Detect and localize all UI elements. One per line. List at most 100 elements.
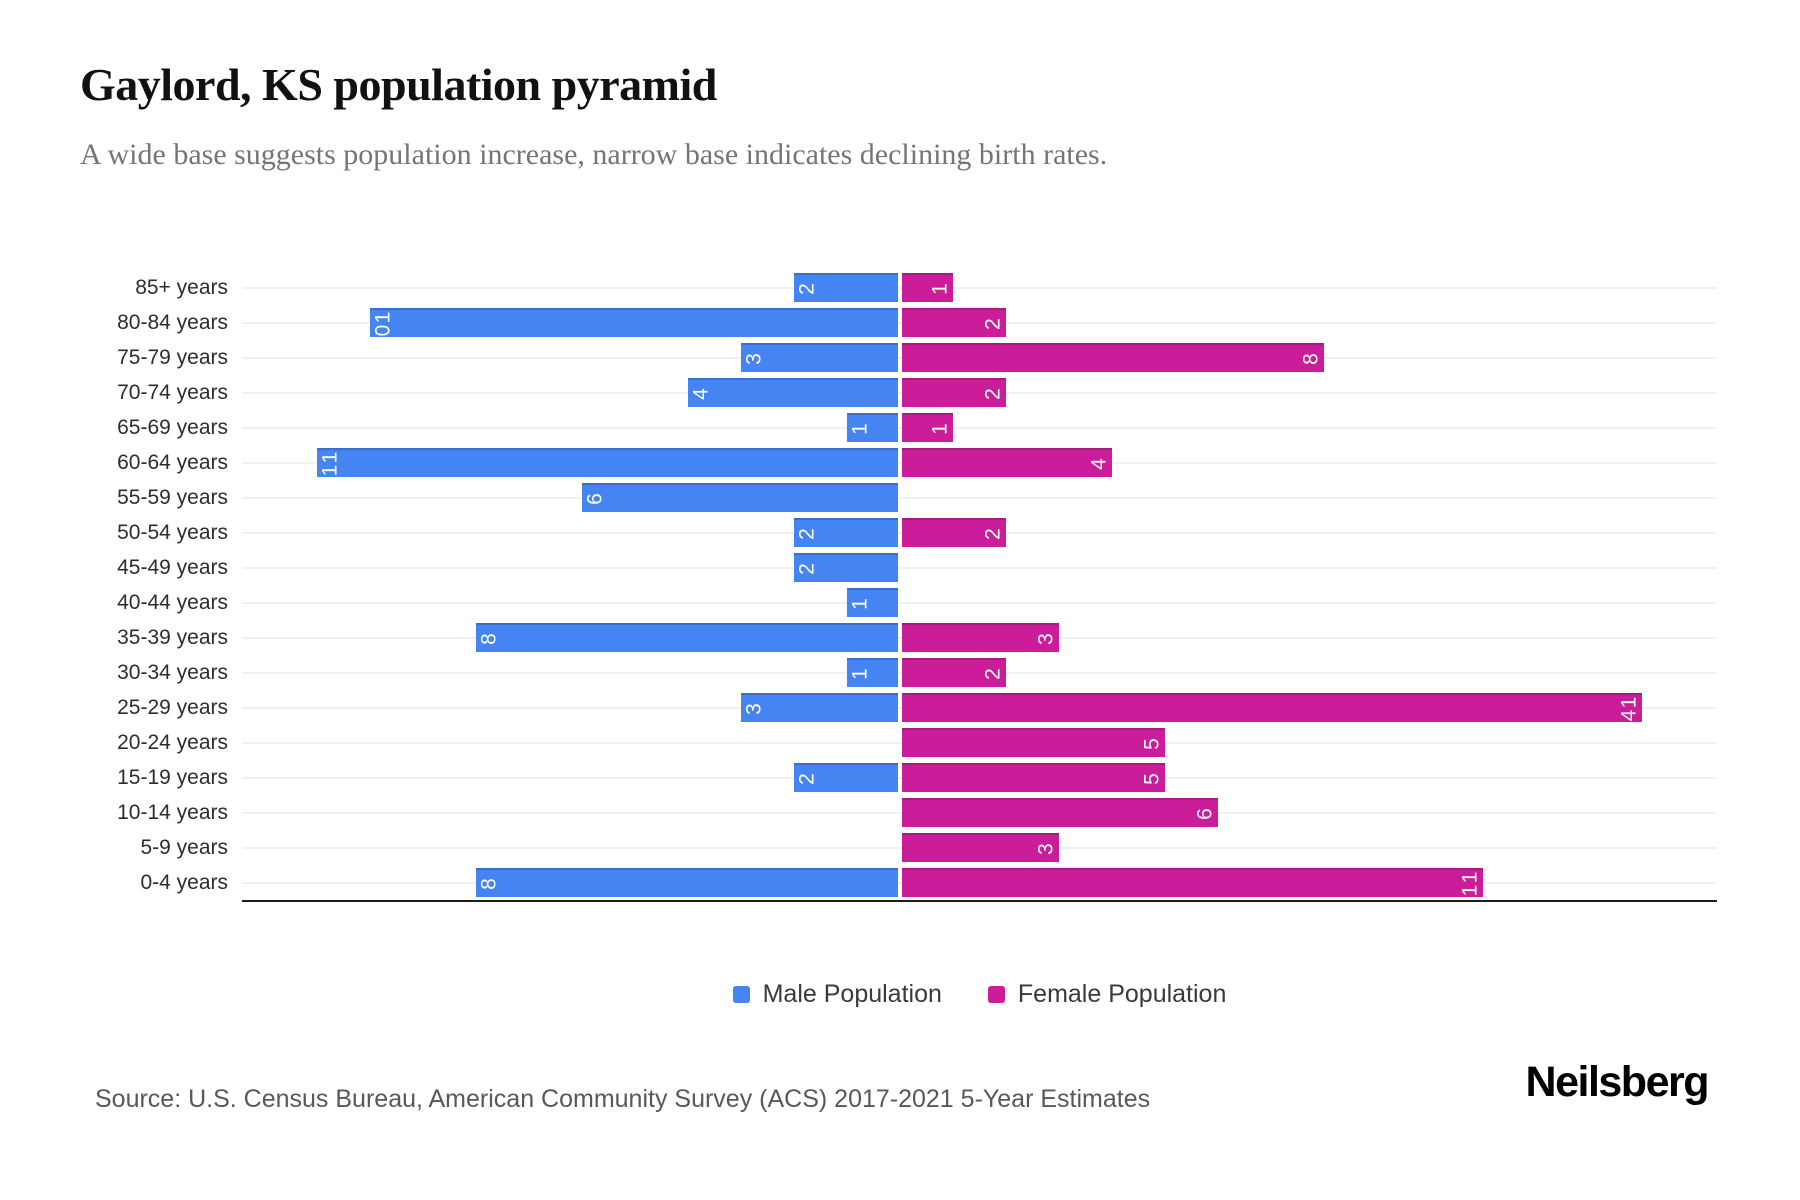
- female-bar[interactable]: 2: [902, 308, 1006, 337]
- male-bar[interactable]: 1: [847, 413, 898, 442]
- age-group-label: 65-69 years: [117, 415, 228, 439]
- age-group-label: 20-24 years: [117, 730, 228, 754]
- bar-value-digit: 0: [371, 324, 395, 336]
- bar-value-digit: 8: [477, 632, 501, 645]
- gridline: [242, 496, 1717, 499]
- row-plot-area: 2: [242, 550, 1717, 585]
- bar-value-digit: 3: [1034, 632, 1058, 645]
- age-group-label: 45-49 years: [117, 555, 228, 579]
- female-bar[interactable]: 4: [902, 448, 1112, 477]
- female-bar[interactable]: 1: [902, 273, 953, 302]
- pyramid-row: 75-79 years 3 8: [80, 340, 1720, 375]
- female-bar[interactable]: 2: [902, 658, 1006, 687]
- legend-item-female[interactable]: Female Population: [987, 980, 1226, 1009]
- female-bar[interactable]: 5: [902, 763, 1165, 792]
- male-bar[interactable]: 2: [794, 763, 898, 792]
- female-bar-value: 2: [981, 317, 1005, 330]
- chart-subtitle: A wide base suggests population increase…: [80, 138, 1108, 171]
- male-bar[interactable]: 6: [582, 483, 898, 512]
- male-bar[interactable]: 2: [794, 518, 898, 547]
- brand-logo[interactable]: Neilsberg: [1525, 1058, 1710, 1106]
- male-bar-value: 8: [477, 632, 501, 645]
- bar-value-digit: 4: [1617, 709, 1641, 721]
- male-bar-value: 1: [848, 422, 872, 435]
- female-bar[interactable]: 3: [902, 833, 1059, 862]
- gridline: [242, 286, 1717, 289]
- legend-item-male[interactable]: Male Population: [732, 980, 942, 1009]
- male-bar[interactable]: 1: [847, 588, 898, 617]
- male-bar-value: 4: [689, 387, 713, 400]
- female-bar-value: 3: [1035, 842, 1058, 855]
- male-bar-value: 2: [796, 282, 819, 295]
- female-bar[interactable]: 1: [902, 413, 953, 442]
- bar-value-digit: 2: [981, 317, 1005, 330]
- female-bar-value: 4: [1088, 457, 1111, 470]
- pyramid-row: 15-19 years 2 5: [80, 760, 1720, 795]
- age-group-label: 15-19 years: [117, 765, 228, 789]
- male-bar[interactable]: 1: [847, 658, 898, 687]
- gridline: [242, 566, 1717, 569]
- female-bar-value: 8: [1299, 352, 1323, 365]
- female-bar-value: 2: [982, 387, 1005, 400]
- female-bar[interactable]: 5: [902, 728, 1165, 757]
- female-bar[interactable]: 2: [902, 378, 1006, 407]
- pyramid-row: 40-44 years 1: [80, 585, 1720, 620]
- male-bar-value: 2: [796, 772, 819, 785]
- age-group-label: 25-29 years: [117, 695, 228, 719]
- male-bar[interactable]: 8: [476, 868, 898, 897]
- x-axis-line: [242, 900, 1717, 902]
- female-bar-value: 2: [981, 527, 1005, 540]
- bar-value-digit: 8: [1299, 352, 1323, 365]
- bar-value-digit: 6: [583, 492, 607, 505]
- age-group-label: 35-39 years: [117, 625, 228, 649]
- male-bar[interactable]: 2: [794, 273, 898, 302]
- bar-value-digit: 2: [981, 527, 1005, 540]
- female-legend-swatch-icon: [987, 986, 1005, 1003]
- age-group-label: 10-14 years: [117, 800, 228, 824]
- male-bar[interactable]: 4: [688, 378, 898, 407]
- male-bar-value: 2: [796, 562, 819, 575]
- male-bar-value: 1: [849, 597, 872, 610]
- female-bar[interactable]: 3: [902, 623, 1059, 652]
- male-bar-value: 3: [743, 352, 766, 365]
- age-group-label: 5-9 years: [140, 835, 228, 859]
- age-group-label: 75-79 years: [117, 345, 228, 369]
- female-bar[interactable]: 2: [902, 518, 1006, 547]
- bar-value-digit: 1: [1458, 884, 1482, 896]
- bar-value-digit: 1: [928, 282, 952, 295]
- row-plot-area: 5: [242, 725, 1717, 760]
- bar-value-digit: 4: [689, 387, 713, 400]
- bar-value-digit: 2: [981, 667, 1005, 680]
- male-bar-value: 3: [743, 702, 766, 715]
- male-bar[interactable]: 2: [794, 553, 898, 582]
- female-bar[interactable]: 6: [902, 798, 1218, 827]
- age-group-label: 0-4 years: [140, 870, 228, 894]
- male-bar[interactable]: 3: [741, 693, 898, 722]
- bar-value-digit: 1: [848, 422, 872, 435]
- bar-value-digit: 1: [928, 422, 952, 435]
- male-bar-value: 1: [849, 667, 872, 680]
- male-bar[interactable]: 3: [741, 343, 898, 372]
- female-bar[interactable]: 8: [902, 343, 1324, 372]
- male-bar[interactable]: 8: [476, 623, 898, 652]
